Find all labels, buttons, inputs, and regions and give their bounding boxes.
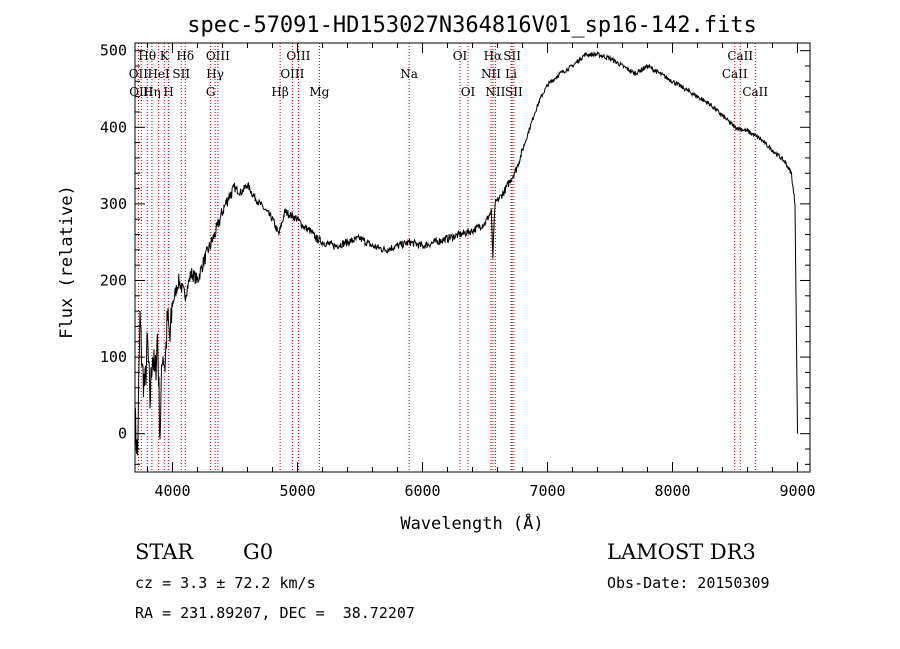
marker-label: OIII: [286, 49, 310, 63]
x-tick-label: 4000: [154, 482, 190, 500]
x-tick-label: 8000: [654, 482, 690, 500]
object-class: STAR: [135, 540, 194, 564]
spectrum-line: [134, 50, 798, 456]
chart-title: spec-57091-HD153027N364816V01_sp16-142.f…: [187, 13, 757, 38]
object-subclass: G0: [243, 540, 274, 564]
spectrum-layer: [134, 50, 798, 456]
y-axis: 0 100 200 300 400 500: [100, 42, 810, 465]
marker-label: Hα: [484, 49, 503, 63]
marker-label: Li: [505, 67, 517, 81]
marker-label: NII: [485, 85, 505, 99]
marker-label: OII: [129, 67, 149, 81]
marker-label: Na: [400, 67, 418, 81]
y-tick-label: 200: [100, 271, 127, 289]
marker-label: SII: [503, 49, 521, 63]
y-tick-label: 300: [100, 195, 127, 213]
marker-label: SII: [505, 85, 523, 99]
marker-label: OI: [453, 49, 468, 63]
marker-label: Hγ: [206, 67, 224, 81]
x-axis-label: Wavelength (Å): [400, 512, 543, 534]
ra-dec: RA = 231.89207, DEC = 38.72207: [135, 604, 415, 622]
y-tick-label: 400: [100, 118, 127, 136]
marker-label: SII: [172, 67, 190, 81]
marker-label: HeI: [147, 67, 170, 81]
survey-name: LAMOST DR3: [607, 540, 756, 564]
plot-frame: [134, 42, 811, 473]
marker-label: G: [206, 85, 216, 99]
marker-label: CaII: [722, 67, 748, 81]
y-tick-label: 100: [100, 348, 127, 366]
x-tick-label: 6000: [404, 482, 440, 500]
marker-label: H: [163, 85, 173, 99]
x-tick-label: 5000: [279, 482, 315, 500]
marker-label: Mg: [309, 85, 329, 99]
y-tick-label: 500: [100, 42, 127, 60]
marker-label: OI: [461, 85, 476, 99]
marker-label: Hδ: [176, 49, 194, 63]
y-tick-label: 0: [118, 425, 127, 443]
x-tick-label: 7000: [529, 482, 565, 500]
marker-label: NII: [481, 67, 501, 81]
x-tick-label: 9000: [779, 482, 815, 500]
marker-label: CaII: [727, 49, 753, 63]
marker-label: OIII: [206, 49, 230, 63]
redshift-cz: cz = 3.3 ± 72.2 km/s: [135, 574, 316, 592]
marker-label: K: [160, 49, 170, 63]
marker-label: OIII: [280, 67, 304, 81]
x-axis: 4000 5000 6000 7000 8000 9000: [147, 43, 816, 500]
y-axis-label: Flux (relative): [57, 185, 77, 339]
marker-label: Hβ: [271, 85, 288, 99]
marker-label: CaII: [742, 85, 768, 99]
observation-date: Obs-Date: 20150309: [607, 574, 770, 592]
marker-label: Hη: [143, 85, 161, 99]
